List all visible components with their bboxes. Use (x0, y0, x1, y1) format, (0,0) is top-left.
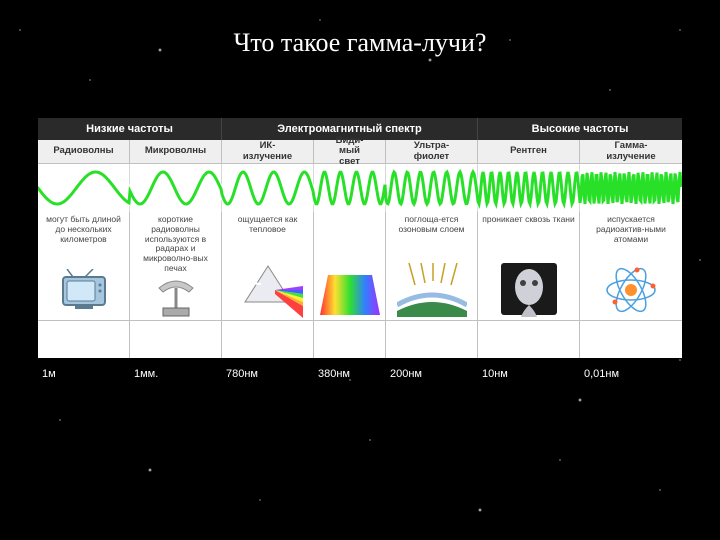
band-label-gamma: Гамма-излучение (580, 140, 682, 164)
illustration-ozone-icon (389, 259, 474, 320)
scale-10nm: 10нм (478, 362, 580, 380)
band-label-uv: Ультра-фиолет (386, 140, 478, 164)
slide-title: Что такое гамма-лучи? (0, 28, 720, 58)
wave-svg (38, 164, 682, 212)
illustration-xray-head-icon (481, 259, 576, 320)
spectrum-diagram: Низкие частоты Электромагнитный спектр В… (38, 118, 682, 358)
band-label-radio: Радиоволны (38, 140, 130, 164)
band-labels-row: Радиоволны Микроволны ИК-излучение Види-… (38, 140, 682, 164)
band-label-microwave: Микроволны (130, 140, 222, 164)
illustration-radar-icon (133, 270, 218, 320)
scale-1mm: 1мм. (130, 362, 222, 380)
illustration-spectrum-icon (317, 259, 382, 320)
desc-gamma: испускается радиоактив-ными атомами (580, 212, 682, 320)
desc-xray: проникает сквозь ткани (478, 212, 580, 320)
descriptions-row: могут быть длиной до нескольких километр… (38, 212, 682, 320)
desc-text-microwave: короткие радиоволны используются в радар… (133, 215, 218, 266)
illustration-atom-icon (583, 259, 679, 320)
desc-text-uv: поглоща-ется озоновым слоем (389, 215, 474, 255)
desc-radio: могут быть длиной до нескольких километр… (38, 212, 130, 320)
scale-1m: 1м (38, 362, 130, 380)
scale-001nm: 0,01нм (580, 362, 682, 380)
desc-text-radio: могут быть длиной до нескольких километр… (41, 215, 126, 255)
header-high: Высокие частоты (478, 118, 682, 140)
scale-780nm: 780нм (222, 362, 314, 380)
wave-row (38, 164, 682, 212)
header-low: Низкие частоты (38, 118, 222, 140)
desc-uv: поглоща-ется озоновым слоем (386, 212, 478, 320)
band-label-xray: Рентген (478, 140, 580, 164)
desc-text-ir: ощущается как тепловое (225, 215, 310, 255)
illustration-tv-icon (41, 259, 126, 320)
scale-200nm: 200нм (386, 362, 478, 380)
band-label-visible: Види-мыйсвет (314, 140, 386, 164)
desc-microwave: короткие радиоволны используются в радар… (130, 212, 222, 320)
wavelength-scale: 1м 1мм. 780нм 380нм 200нм 10нм 0,01нм (38, 362, 682, 386)
desc-visible (314, 212, 386, 320)
band-label-ir: ИК-излучение (222, 140, 314, 164)
desc-text-xray: проникает сквозь ткани (482, 215, 575, 255)
desc-ir: ощущается как тепловое (222, 212, 314, 320)
scale-380nm: 380нм (314, 362, 386, 380)
illustration-prism-icon (225, 259, 310, 320)
desc-text-gamma: испускается радиоактив-ными атомами (583, 215, 679, 255)
